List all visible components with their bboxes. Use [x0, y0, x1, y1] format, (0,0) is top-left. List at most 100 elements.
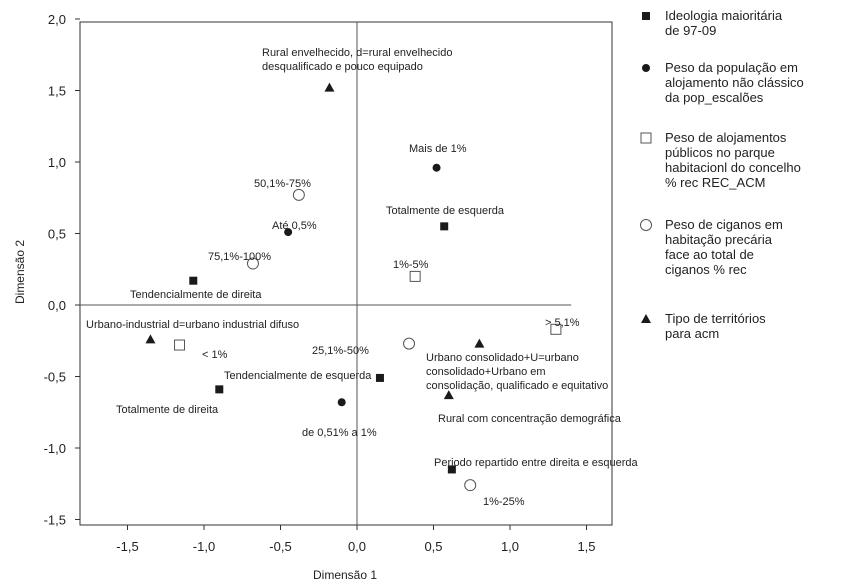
square-point — [215, 385, 224, 394]
point-label-line: Rural com concentração demográfica — [438, 413, 622, 425]
triangle-point — [324, 82, 335, 92]
legend-label-line: alojamento não clássico — [665, 75, 804, 90]
x-tick-label: 0,0 — [348, 539, 366, 554]
open-square-point — [550, 323, 562, 335]
triangle-point — [145, 334, 156, 344]
point-label-line: desqualificado e pouco equipado — [262, 61, 423, 73]
y-axis-title: Dimensão 2 — [13, 240, 27, 304]
open-square-point — [409, 270, 421, 282]
point-label-line: Tendencialmente de direita — [130, 289, 262, 301]
point-label-line: Mais de 1% — [409, 143, 467, 155]
point-label: Urbano-industrial d=urbano industrial di… — [86, 319, 299, 331]
plot-frame — [79, 21, 613, 526]
y-tick-label: -0,5 — [44, 370, 66, 385]
point-label: Urbano consolidado+U=urbano consolidado+U… — [426, 352, 608, 392]
open-circle-point — [403, 337, 416, 350]
legend-label-line: % rec REC_ACM — [665, 175, 765, 190]
point-label: Mais de 1% — [409, 143, 467, 155]
point-label-line: Totalmente de direita — [116, 404, 219, 416]
legend-label: Peso da população em alojamento não cláss… — [665, 60, 804, 105]
legend-label-line: Ideologia maioritária — [665, 8, 783, 23]
point-label: Rural com concentração demográfica — [438, 413, 622, 425]
point-label: Tendencialmente de direita — [130, 289, 262, 301]
y-tick-label: 1,0 — [48, 155, 66, 170]
point-label-line: > 5,1% — [545, 317, 580, 329]
legend-open-square-icon — [640, 132, 652, 144]
point-label-line: < 1% — [202, 349, 228, 361]
legend-label: Peso de alojamentos públicos no parque hab… — [665, 130, 801, 190]
triangle-point — [474, 338, 485, 348]
point-label: 50,1%-75% — [254, 178, 311, 190]
point-label-line: Tendencialmente de esquerda — [224, 370, 372, 382]
x-tick-label: 1,0 — [501, 539, 519, 554]
legend-label-line: ciganos % rec — [665, 262, 747, 277]
point-label: Rural envelhecido, d=rural envelhecido de… — [262, 47, 452, 73]
open-circle-point — [292, 188, 305, 201]
square-point — [375, 373, 384, 382]
point-label: 75,1%-100% — [208, 251, 271, 263]
legend-label-line: habitacionl do concelho — [665, 160, 801, 175]
point-label-line: consolidação, qualificado e equitativo — [426, 380, 608, 392]
point-label: < 1% — [202, 349, 228, 361]
y-tick-label: 1,5 — [48, 84, 66, 99]
point-label: Tendencialmente de esquerda — [224, 370, 372, 382]
point-label-line: Urbano-industrial d=urbano industrial di… — [86, 319, 299, 331]
legend-label-line: Peso de alojamentos — [665, 130, 787, 145]
y-tick-label: -1,0 — [44, 441, 66, 456]
point-label: Totalmente de esquerda — [386, 205, 505, 217]
legend-label-line: Tipo de territórios — [665, 311, 766, 326]
point-label-line: 75,1%-100% — [208, 251, 271, 263]
point-labels: Tendencialmente de direita Totalmente de … — [86, 47, 639, 508]
point-label: Totalmente de direita — [116, 404, 219, 416]
data-points — [145, 82, 562, 492]
square-point — [447, 465, 456, 474]
legend-label-line: Peso de ciganos em — [665, 217, 783, 232]
point-label-line: Urbano consolidado+U=urbano — [426, 352, 579, 364]
open-circle-point — [464, 479, 477, 492]
point-label: 1%-25% — [483, 496, 525, 508]
point-label-line: 1%-25% — [483, 496, 525, 508]
legend-label: Ideologia maioritária de 97-09 — [665, 8, 783, 38]
point-label: Até 0,5% — [272, 220, 317, 232]
circle-point — [432, 163, 441, 172]
point-label: 1%-5% — [393, 259, 429, 271]
point-label-line: Periodo repartido entre direita e esquer… — [434, 457, 639, 469]
triangle-point — [443, 390, 454, 400]
legend-label-line: habitação precária — [665, 232, 773, 247]
legend-label: Peso de ciganos em habitação precária face… — [665, 217, 783, 277]
point-label-line: consolidado+Urbano em — [426, 366, 546, 378]
x-tick-label: -1,0 — [193, 539, 215, 554]
point-label-line: de 0,51% a 1% — [302, 427, 377, 439]
legend-label-line: face ao total de — [665, 247, 754, 262]
legend-triangle-icon — [641, 314, 651, 323]
x-tick-label: 1,5 — [577, 539, 595, 554]
legend-circle-icon — [642, 64, 650, 72]
circle-point — [284, 228, 293, 237]
legend-square-icon — [642, 12, 650, 20]
x-axis-ticks: -1,5 -1,0 -0,5 0,0 0,5 1,0 1,5 — [116, 525, 596, 554]
open-circle-point — [246, 257, 259, 270]
square-point — [440, 222, 449, 231]
y-tick-label: 0,0 — [48, 298, 66, 313]
point-label: de 0,51% a 1% — [302, 427, 377, 439]
point-label-line: 25,1%-50% — [312, 345, 369, 357]
y-tick-label: 2,0 — [48, 12, 66, 27]
x-tick-label: 0,5 — [424, 539, 442, 554]
y-tick-label: 0,5 — [48, 227, 66, 242]
legend-label-line: de 97-09 — [665, 23, 716, 38]
point-label: > 5,1% — [545, 317, 580, 329]
x-axis-title: Dimensão 1 — [313, 568, 377, 582]
point-label: Periodo repartido entre direita e esquer… — [434, 457, 639, 469]
point-label-line: Totalmente de esquerda — [386, 205, 505, 217]
square-point — [189, 276, 198, 285]
reference-lines — [80, 22, 572, 525]
open-square-point — [174, 339, 186, 351]
point-label-line: 50,1%-75% — [254, 178, 311, 190]
point-label-line: Até 0,5% — [272, 220, 317, 232]
legend-label-line: públicos no parque — [665, 145, 775, 160]
point-label-line: Rural envelhecido, d=rural envelhecido — [262, 47, 452, 59]
point-label: 25,1%-50% — [312, 345, 369, 357]
point-label-line: 1%-5% — [393, 259, 429, 271]
circle-point — [337, 398, 346, 407]
